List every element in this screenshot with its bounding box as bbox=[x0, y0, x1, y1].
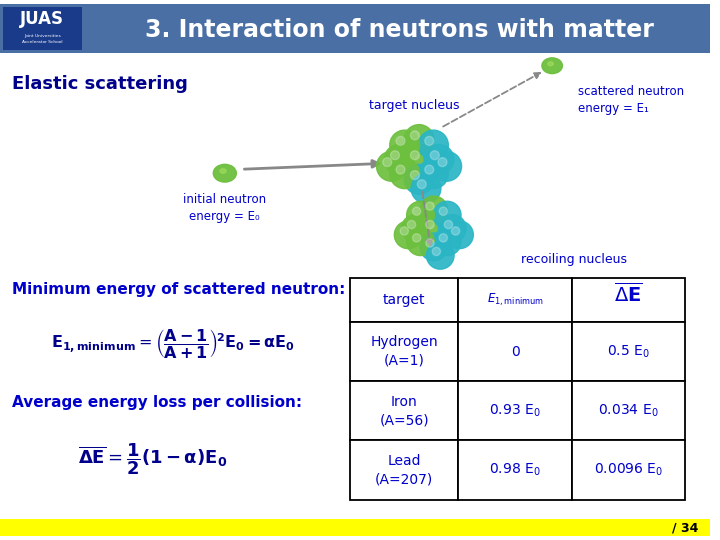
Circle shape bbox=[418, 159, 449, 188]
Circle shape bbox=[438, 214, 466, 242]
Ellipse shape bbox=[213, 164, 236, 182]
Text: $E_{1,\mathrm{minimum}}$: $E_{1,\mathrm{minimum}}$ bbox=[487, 292, 544, 308]
Circle shape bbox=[451, 227, 460, 235]
Circle shape bbox=[383, 158, 392, 167]
Text: JUAS: JUAS bbox=[20, 10, 64, 29]
Circle shape bbox=[426, 202, 434, 210]
Circle shape bbox=[439, 207, 447, 215]
Bar bbox=[459, 381, 572, 441]
Text: scattered neutron
energy = E₁: scattered neutron energy = E₁ bbox=[577, 85, 684, 116]
Bar bbox=[350, 322, 459, 381]
Text: Accelerator School: Accelerator School bbox=[22, 40, 63, 44]
Text: 0: 0 bbox=[510, 345, 520, 359]
Circle shape bbox=[413, 207, 420, 215]
Circle shape bbox=[418, 130, 449, 160]
Circle shape bbox=[444, 220, 453, 229]
Circle shape bbox=[396, 165, 405, 174]
Bar bbox=[459, 322, 572, 381]
FancyBboxPatch shape bbox=[0, 4, 710, 53]
Circle shape bbox=[426, 241, 454, 269]
Circle shape bbox=[384, 145, 414, 174]
Circle shape bbox=[390, 130, 420, 160]
Circle shape bbox=[404, 164, 434, 194]
Text: $\mathbf{E_{1,minimum}} = \left(\dfrac{\mathbf{A-1}}{\mathbf{A+1}}\right)^{\!\ma: $\mathbf{E_{1,minimum}} = \left(\dfrac{\… bbox=[50, 327, 294, 360]
Bar bbox=[459, 441, 572, 500]
Circle shape bbox=[400, 227, 408, 235]
Circle shape bbox=[425, 137, 433, 145]
Circle shape bbox=[420, 214, 448, 242]
Bar bbox=[350, 278, 459, 322]
Circle shape bbox=[446, 221, 473, 249]
Bar bbox=[572, 441, 685, 500]
Circle shape bbox=[426, 239, 434, 247]
Circle shape bbox=[404, 145, 434, 174]
Circle shape bbox=[433, 201, 461, 229]
Text: 0.0096 E$_0$: 0.0096 E$_0$ bbox=[594, 462, 663, 478]
Text: 3. Interaction of neutrons with matter: 3. Interaction of neutrons with matter bbox=[145, 18, 654, 42]
Circle shape bbox=[410, 131, 419, 140]
Circle shape bbox=[407, 228, 434, 255]
Circle shape bbox=[413, 234, 420, 242]
Text: Elastic scattering: Elastic scattering bbox=[12, 76, 188, 93]
Ellipse shape bbox=[548, 62, 554, 66]
Text: target nucleus: target nucleus bbox=[369, 99, 459, 112]
Text: target: target bbox=[383, 293, 426, 307]
Text: 0.93 E$_0$: 0.93 E$_0$ bbox=[490, 403, 541, 419]
Bar bbox=[350, 381, 459, 441]
Bar bbox=[572, 381, 685, 441]
FancyBboxPatch shape bbox=[3, 6, 82, 50]
FancyBboxPatch shape bbox=[0, 519, 710, 536]
Circle shape bbox=[390, 159, 420, 188]
Text: initial neutron
energy = E₀: initial neutron energy = E₀ bbox=[184, 193, 266, 223]
Circle shape bbox=[433, 228, 461, 255]
Circle shape bbox=[439, 234, 447, 242]
Bar bbox=[572, 278, 685, 322]
Circle shape bbox=[438, 158, 447, 167]
Circle shape bbox=[426, 220, 434, 229]
Text: Iron
(A=56): Iron (A=56) bbox=[379, 395, 429, 427]
Text: 0.5 E$_0$: 0.5 E$_0$ bbox=[607, 343, 650, 360]
Circle shape bbox=[395, 221, 422, 249]
Circle shape bbox=[424, 145, 454, 174]
Text: Hydrogen
(A=1): Hydrogen (A=1) bbox=[371, 335, 438, 368]
Circle shape bbox=[396, 137, 405, 145]
Circle shape bbox=[407, 201, 434, 229]
Ellipse shape bbox=[220, 169, 226, 173]
Text: $\overline{\mathbf{\Delta E}} = \dfrac{\mathbf{1}}{\mathbf{2}}\mathbf{(1-\alpha): $\overline{\mathbf{\Delta E}} = \dfrac{\… bbox=[78, 441, 228, 477]
Text: Lead
(A=207): Lead (A=207) bbox=[375, 454, 433, 486]
Circle shape bbox=[377, 151, 406, 181]
Text: 0.98 E$_0$: 0.98 E$_0$ bbox=[490, 462, 541, 478]
Circle shape bbox=[431, 151, 439, 160]
Bar bbox=[459, 278, 572, 322]
Circle shape bbox=[420, 196, 448, 224]
Circle shape bbox=[425, 165, 433, 174]
Circle shape bbox=[402, 214, 429, 242]
Text: recoiling nucleus: recoiling nucleus bbox=[521, 253, 626, 266]
Text: $\overline{\Delta\mathbf{E}}$: $\overline{\Delta\mathbf{E}}$ bbox=[614, 282, 643, 306]
Text: Average energy loss per collision:: Average energy loss per collision: bbox=[12, 395, 302, 410]
Circle shape bbox=[432, 247, 441, 255]
Ellipse shape bbox=[542, 58, 562, 73]
Circle shape bbox=[418, 180, 426, 188]
Circle shape bbox=[404, 125, 434, 154]
Bar bbox=[350, 441, 459, 500]
Bar bbox=[572, 322, 685, 381]
Circle shape bbox=[432, 151, 462, 181]
Circle shape bbox=[410, 171, 419, 180]
Circle shape bbox=[420, 233, 448, 261]
Circle shape bbox=[390, 151, 400, 160]
Circle shape bbox=[410, 151, 419, 160]
Circle shape bbox=[411, 173, 441, 203]
Text: / 34: / 34 bbox=[672, 522, 698, 535]
Circle shape bbox=[408, 220, 415, 229]
Text: Minimum energy of scattered neutron:: Minimum energy of scattered neutron: bbox=[12, 282, 345, 297]
Text: 0.034 E$_0$: 0.034 E$_0$ bbox=[598, 403, 659, 419]
Text: Joint Universities: Joint Universities bbox=[24, 34, 60, 38]
